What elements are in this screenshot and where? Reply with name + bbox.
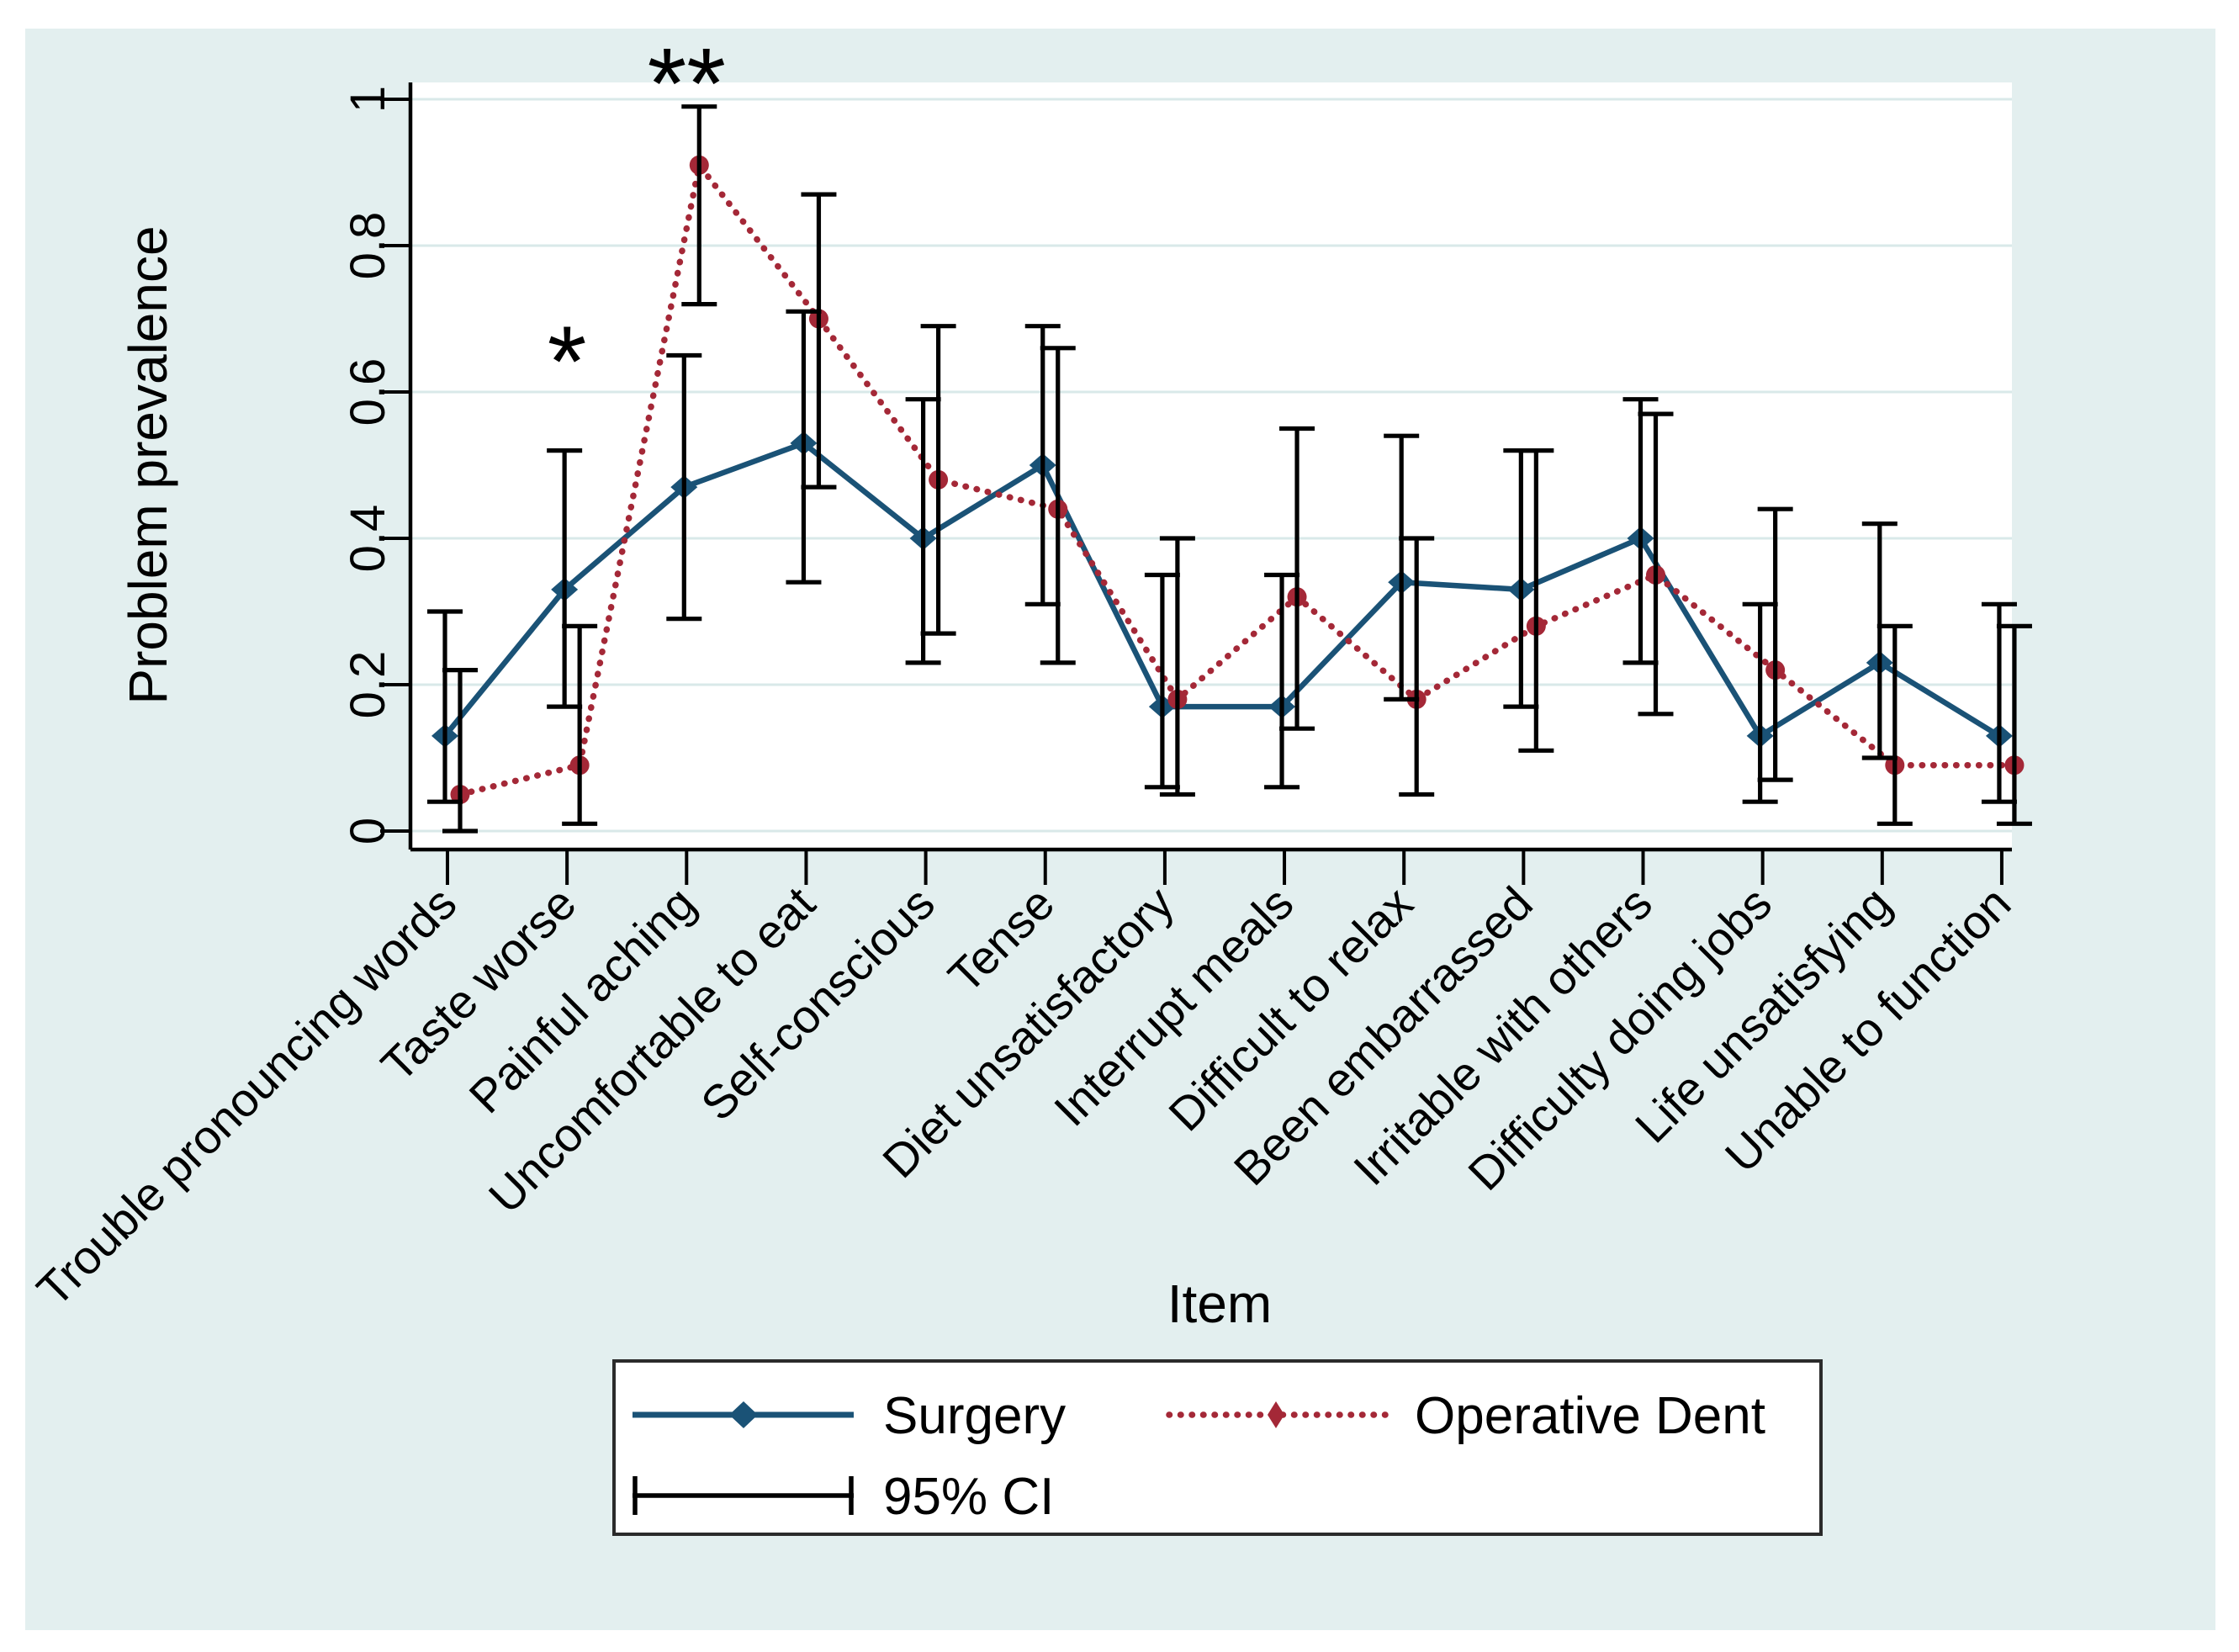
error-bars: [427, 104, 2032, 834]
legend-box: [612, 1359, 1823, 1536]
legend: Surgery Operative Dent 95% CI: [612, 1359, 1823, 1536]
axes: [380, 82, 2012, 885]
surgery-line: [442, 440, 2001, 740]
gridlines: [412, 98, 2012, 833]
y-tick-label: 0: [341, 818, 395, 845]
y-tick-label: 0.6: [341, 358, 395, 426]
y-tick-label: 0.8: [341, 212, 395, 280]
legend-ci-swatch-icon: [633, 1476, 854, 1515]
plot-area: [410, 82, 2012, 850]
significance-asterisk: **: [648, 28, 726, 140]
legend-surgery-label: Surgery: [883, 1387, 1066, 1445]
y-tick-label: 0.2: [341, 651, 395, 719]
legend-ci-label: 95% CI: [883, 1468, 1054, 1526]
significance-annotations: ***: [548, 28, 726, 419]
operative-dent-line: [457, 157, 2018, 798]
x-tick-label: Trouble pronouncing words: [27, 876, 467, 1316]
y-tick-label: 0.4: [341, 505, 395, 573]
y-tick-label: 1: [341, 86, 395, 113]
legend-operative-label: Operative Dent: [1415, 1387, 1765, 1445]
legend-surgery-swatch-icon: [633, 1401, 854, 1428]
x-axis-title: Item: [1167, 1273, 1272, 1334]
legend-operative-swatch-icon: [1166, 1401, 1391, 1428]
significance-asterisk: *: [548, 305, 587, 418]
y-axis-title: Problem prevalence: [118, 225, 178, 704]
